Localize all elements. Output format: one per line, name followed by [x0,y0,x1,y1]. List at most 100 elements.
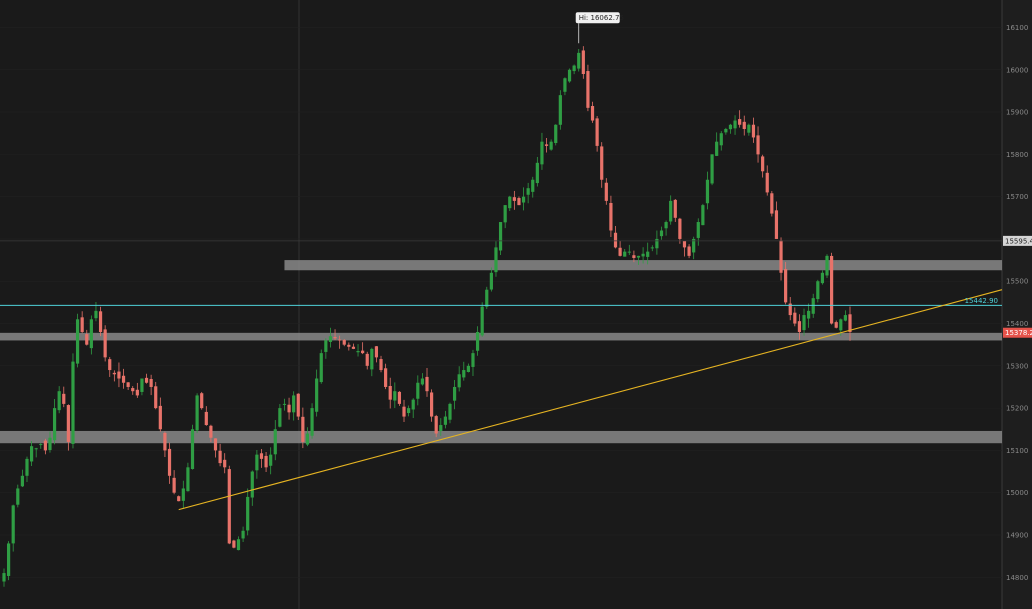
candle-body [678,218,682,239]
candle-body [825,255,829,276]
candle-body [388,385,392,400]
candle-body [802,315,806,331]
candle-body [779,240,783,273]
candle-body [503,205,507,223]
candle-body [236,539,241,551]
candle-body [112,372,116,375]
price-tick-label: 16100 [1006,24,1028,32]
candle-body [705,179,710,204]
candle-body [324,340,328,352]
candle-body [618,247,622,256]
candle-body [816,281,820,300]
support-resistance-zone [284,260,1002,271]
candle-body [544,144,549,146]
price-tick-label: 15300 [1006,362,1028,370]
candle-body [131,388,135,392]
tags-layer: Hi: 16062.75 15442.90 15595.45 15378.25 [575,12,1032,338]
candle-body [724,128,728,133]
candle-body [195,395,199,431]
candle-body [370,348,374,370]
hi-callout-label: Hi: 16062.75 [579,14,624,22]
candle-body [508,196,512,209]
candle-body [770,193,774,214]
candle-body [531,179,535,192]
candle-body [664,222,668,229]
candle-body [319,353,323,383]
candle-body [200,393,204,409]
candle-body [117,371,121,379]
candle-body [834,322,838,328]
zones-layer [0,260,1002,444]
candle-body [227,469,231,544]
candle-body [140,378,144,392]
candle-body [85,334,89,345]
candle-body [16,488,20,505]
price-tick-label: 15800 [1006,151,1028,159]
price-tick-label: 15100 [1006,447,1028,455]
candle-body [296,393,300,417]
crosshair-price-tag [1003,235,1032,246]
candle-body [807,310,811,319]
candle-body [379,359,383,371]
candle-body [682,240,687,248]
candle-body [305,433,310,445]
candle-body [269,454,273,466]
candle-body [462,370,466,378]
support-resistance-zone [0,332,1002,341]
candle-body [439,425,443,432]
candle-body [765,172,769,193]
candle-body [190,429,195,470]
candle-body [429,392,434,417]
candle-body [20,475,24,487]
candle-body [517,198,521,206]
candle-body [310,408,314,436]
candle-body [411,399,415,410]
candle-body [163,432,167,451]
candle-body [742,121,746,129]
crosshair-price-label: 15595.45 [1005,237,1032,245]
candle-body [485,289,489,307]
price-tick-label: 14900 [1006,531,1028,539]
candle-body [498,222,503,251]
candle-body [669,200,673,222]
candle-body [108,359,112,371]
candle-body [600,146,604,180]
candle-body [466,365,470,372]
candle-body [273,429,277,455]
last-price-label: 15378.25 [1005,329,1032,337]
candle-body [204,411,208,426]
candle-body [673,199,677,218]
candle-body [48,437,52,451]
price-tick-label: 15700 [1006,193,1028,201]
last-price-tag [1003,327,1032,338]
candle-body [747,124,751,133]
candle-body [540,141,544,165]
candle-body [788,303,792,316]
candle-body [186,467,190,492]
candle-body [452,386,457,401]
candle-body [62,393,66,404]
candle-body [719,133,723,146]
candle-body [595,118,599,146]
candle-body [89,319,93,349]
candle-body [627,251,631,253]
candle-body [39,444,43,446]
candle-body [756,135,760,155]
price-tick-label: 14800 [1006,574,1028,582]
candle-body [586,71,590,108]
candle-body [126,382,130,387]
hi-callout-box [575,12,620,24]
candle-body [797,321,802,332]
candle-body [52,408,57,441]
candle-body [751,124,756,138]
candle-body [558,95,562,125]
candle-body [315,378,319,412]
candle-body [361,350,365,354]
candle-body [554,124,558,144]
candle-body [761,156,765,172]
candle-body [623,251,627,257]
candle-body [636,255,641,258]
candle-body [811,298,815,314]
